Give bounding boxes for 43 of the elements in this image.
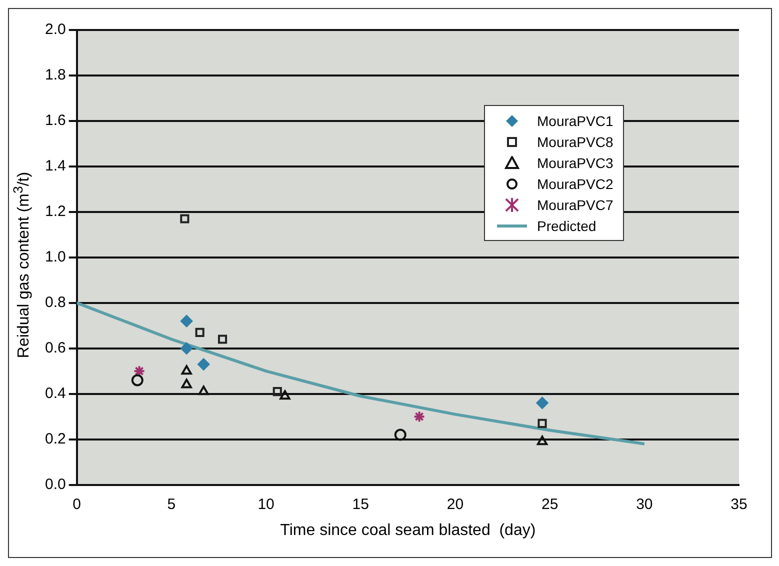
y-tick-label: 0.0 — [44, 476, 66, 493]
point — [280, 390, 290, 400]
y-tick-label: 2.0 — [44, 21, 66, 38]
x-axis-title: Time since coal seam blasted (day) — [280, 522, 536, 539]
legend-label: Predicted — [537, 218, 596, 234]
y-tick-label: 1.2 — [44, 203, 66, 220]
y-tick-label: 1.0 — [44, 248, 66, 266]
legend-label: MouraPVC3 — [537, 154, 614, 170]
point — [195, 328, 204, 337]
legend-label: MouraPVC7 — [537, 196, 614, 212]
y-tick-label: 0.8 — [44, 294, 66, 312]
point — [536, 396, 548, 409]
y-tick-label: 0.2 — [44, 430, 66, 448]
point — [413, 410, 426, 423]
point — [181, 365, 192, 375]
point — [272, 387, 282, 396]
x-tick-label: 35 — [730, 496, 748, 513]
point — [198, 386, 209, 396]
point — [180, 342, 193, 354]
x-tick-label: 10 — [258, 496, 274, 513]
y-tick-label: 0.6 — [44, 340, 66, 356]
x-tick-label: 5 — [167, 496, 176, 513]
y-tick-label: 1.6 — [44, 112, 66, 130]
point — [538, 418, 547, 428]
x-tick-label: 0 — [72, 496, 82, 513]
x-tick-label: 30 — [636, 496, 653, 513]
y-tick-label: 0.4 — [44, 384, 66, 402]
point — [180, 315, 193, 328]
y-tick-label: 1.8 — [44, 66, 66, 84]
point — [131, 374, 144, 386]
point — [536, 436, 548, 446]
y-tick-label: 1.4 — [44, 158, 66, 175]
point — [181, 378, 192, 388]
point — [218, 334, 228, 344]
x-tick-label: 25 — [541, 496, 558, 513]
point — [198, 358, 210, 370]
x-tick-label: 20 — [446, 496, 464, 513]
legend-label: MouraPVC2 — [537, 176, 614, 192]
point — [180, 214, 190, 224]
x-tick-label: 15 — [352, 496, 369, 513]
legend-label: MouraPVC8 — [537, 134, 614, 150]
point — [394, 428, 406, 441]
legend-label: MouraPVC1 — [537, 112, 614, 128]
